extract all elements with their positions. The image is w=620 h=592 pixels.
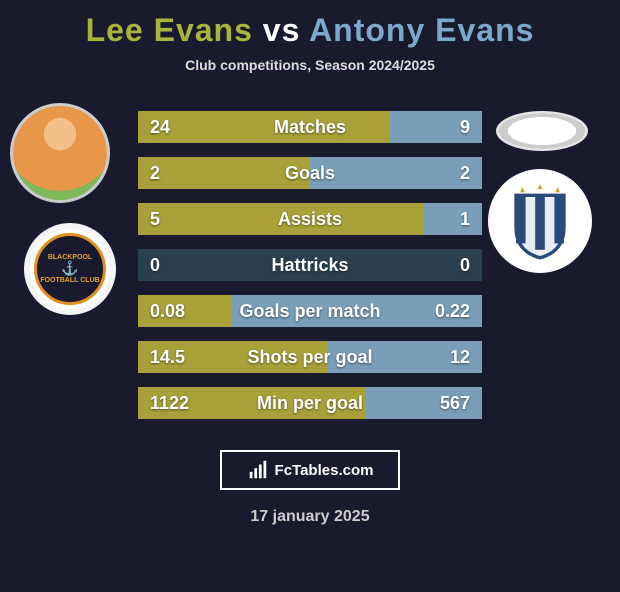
- blackpool-crest-icon: BLACKPOOL ⚓ FOOTBALL CLUB: [34, 233, 106, 305]
- stat-label: Goals per match: [138, 295, 482, 327]
- player2-photo-placeholder: [496, 111, 588, 151]
- stat-value-right: 12: [450, 341, 470, 373]
- stat-value-right: 0.22: [435, 295, 470, 327]
- stat-value-left: 2: [150, 157, 160, 189]
- player1-club-crest: BLACKPOOL ⚓ FOOTBALL CLUB: [24, 223, 116, 315]
- brand-box: FcTables.com: [220, 450, 400, 490]
- stat-row: Goals per match0.08 0.22: [138, 295, 482, 327]
- stat-label: Matches: [138, 111, 482, 143]
- stat-row: Shots per goal14.5 12: [138, 341, 482, 373]
- stat-label: Assists: [138, 203, 482, 235]
- stat-value-right: 0: [460, 249, 470, 281]
- stat-label: Hattricks: [138, 249, 482, 281]
- footer-date: 17 january 2025: [0, 508, 620, 526]
- comparison-bars: Matches24 9 Goals2 2 Assists5 1 Hattricks0 0 Goa…: [138, 111, 482, 419]
- stat-label: Shots per goal: [138, 341, 482, 373]
- stat-row: Assists5 1: [138, 203, 482, 235]
- huddersfield-crest-icon: [500, 181, 580, 261]
- stat-value-right: 2: [460, 157, 470, 189]
- stat-value-left: 5: [150, 203, 160, 235]
- bar-chart-icon: [247, 459, 269, 481]
- stat-row: Goals2 2: [138, 157, 482, 189]
- player2-club-crest: [488, 169, 592, 273]
- player1-photo: [10, 103, 110, 203]
- stat-value-left: 14.5: [150, 341, 185, 373]
- crest-line2: FOOTBALL CLUB: [40, 277, 99, 285]
- stat-value-left: 0.08: [150, 295, 185, 327]
- stat-label: Min per goal: [138, 387, 482, 419]
- title-vs: vs: [263, 12, 301, 48]
- subtitle: Club competitions, Season 2024/2025: [0, 57, 620, 73]
- stat-value-right: 567: [440, 387, 470, 419]
- stat-value-right: 1: [460, 203, 470, 235]
- stat-value-right: 9: [460, 111, 470, 143]
- stat-value-left: 24: [150, 111, 170, 143]
- stat-row: Min per goal1122 567: [138, 387, 482, 419]
- title-player1: Lee Evans: [86, 12, 253, 48]
- stat-row: Matches24 9: [138, 111, 482, 143]
- stat-value-left: 1122: [150, 387, 189, 419]
- stat-row: Hattricks0 0: [138, 249, 482, 281]
- brand-text: FcTables.com: [275, 462, 374, 479]
- stat-value-left: 0: [150, 249, 160, 281]
- page-title: Lee Evans vs Antony Evans: [0, 12, 620, 49]
- stat-label: Goals: [138, 157, 482, 189]
- title-player2: Antony Evans: [309, 12, 534, 48]
